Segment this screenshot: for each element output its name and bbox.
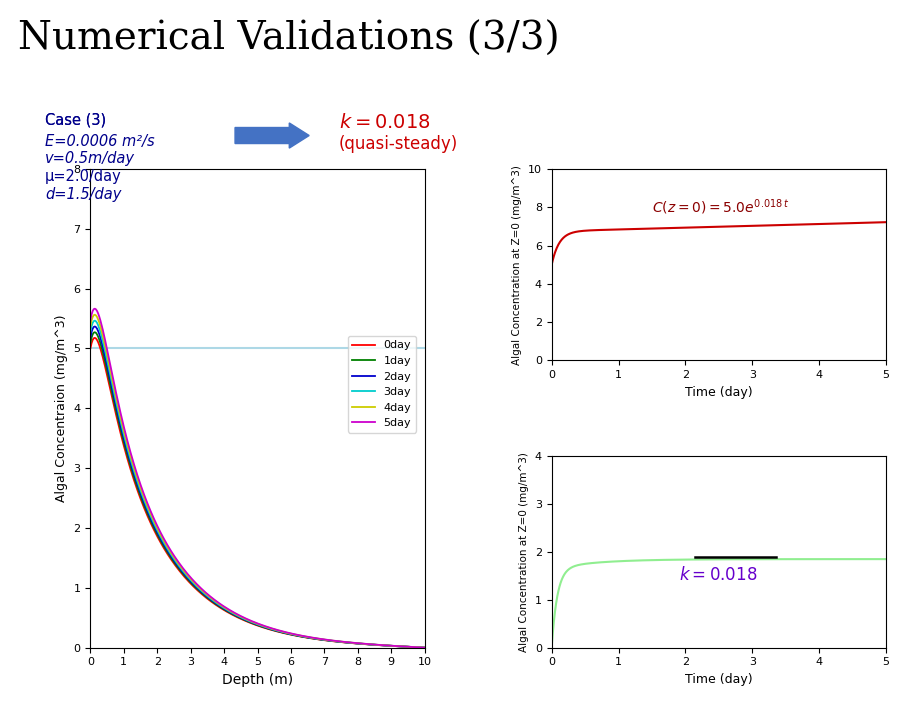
4day (368, 641, 378, 649)
3day (284, 629, 295, 638)
0day (85, 344, 96, 353)
Line: 5day: 5day (90, 308, 424, 648)
1day (419, 643, 430, 652)
1day (85, 339, 96, 347)
5day (86, 310, 97, 319)
2day (388, 642, 399, 650)
1day (89, 328, 100, 337)
3day (86, 322, 97, 331)
Text: v=0.5m/day: v=0.5m/day (45, 151, 135, 166)
0day (368, 641, 378, 649)
4day (284, 629, 295, 638)
3day (419, 643, 430, 652)
0day (89, 334, 100, 342)
3day (85, 327, 96, 336)
2day (284, 630, 295, 639)
Line: 1day: 1day (90, 332, 424, 648)
Text: d=1.5/day: d=1.5/day (45, 187, 121, 201)
Line: 0day: 0day (90, 338, 424, 648)
5day (284, 629, 295, 638)
0day (284, 630, 295, 639)
Y-axis label: Algal Concentration at Z=0 (mg/m^3): Algal Concentration at Z=0 (mg/m^3) (518, 452, 528, 652)
2day (291, 631, 302, 639)
1day (86, 334, 97, 342)
3day (89, 316, 100, 325)
2day (85, 333, 96, 341)
4day (419, 643, 430, 652)
3day (388, 642, 399, 650)
Y-axis label: Algal Concentraion (mg/m^3): Algal Concentraion (mg/m^3) (55, 315, 68, 502)
3day (368, 641, 378, 649)
Text: E=0.0006 m²/s: E=0.0006 m²/s (45, 134, 154, 149)
5day (85, 316, 96, 325)
1day (368, 641, 378, 649)
Text: μ=2.0/day: μ=2.0/day (45, 169, 122, 184)
X-axis label: Time (day): Time (day) (684, 673, 752, 686)
0day (284, 630, 294, 639)
2day (419, 643, 430, 652)
2day (86, 328, 97, 337)
Text: Case (3): Case (3) (45, 113, 107, 127)
4day (85, 322, 96, 330)
4day (89, 310, 100, 319)
5day (388, 642, 399, 650)
Text: $C(z=0) = 5.0e^{0.018\,t}$: $C(z=0) = 5.0e^{0.018\,t}$ (651, 197, 788, 217)
3day (284, 629, 294, 638)
2day (368, 641, 378, 649)
4day (291, 631, 302, 639)
5day (419, 643, 430, 652)
Line: 4day: 4day (90, 315, 424, 648)
2day (89, 322, 100, 331)
Legend: 0day, 1day, 2day, 3day, 4day, 5day: 0day, 1day, 2day, 3day, 4day, 5day (348, 336, 415, 433)
5day (284, 629, 294, 637)
5day (89, 304, 100, 313)
0day (419, 643, 430, 652)
3day (291, 631, 302, 639)
5day (368, 640, 378, 648)
0day (86, 339, 97, 348)
Y-axis label: Algal Concentration at Z=0 (mg/m^3): Algal Concentration at Z=0 (mg/m^3) (512, 165, 522, 365)
X-axis label: Depth (m): Depth (m) (222, 673, 293, 687)
2day (284, 629, 294, 638)
0day (388, 642, 399, 650)
X-axis label: Time (day): Time (day) (684, 386, 752, 398)
1day (284, 630, 294, 639)
Text: Case (3): Case (3) (45, 113, 107, 127)
Text: $k = 0.018$: $k = 0.018$ (678, 566, 756, 584)
1day (284, 630, 295, 639)
Line: 2day: 2day (90, 327, 424, 648)
4day (284, 629, 294, 638)
1day (291, 631, 302, 640)
0day (291, 631, 302, 640)
Text: $k = 0.018$: $k = 0.018$ (339, 113, 430, 132)
Line: 3day: 3day (90, 320, 424, 648)
5day (291, 630, 302, 639)
Text: Numerical Validations (3/3): Numerical Validations (3/3) (18, 21, 559, 58)
FancyArrow shape (235, 123, 309, 148)
4day (86, 316, 97, 325)
4day (388, 642, 399, 650)
Text: (quasi-steady): (quasi-steady) (339, 135, 458, 153)
1day (388, 642, 399, 650)
